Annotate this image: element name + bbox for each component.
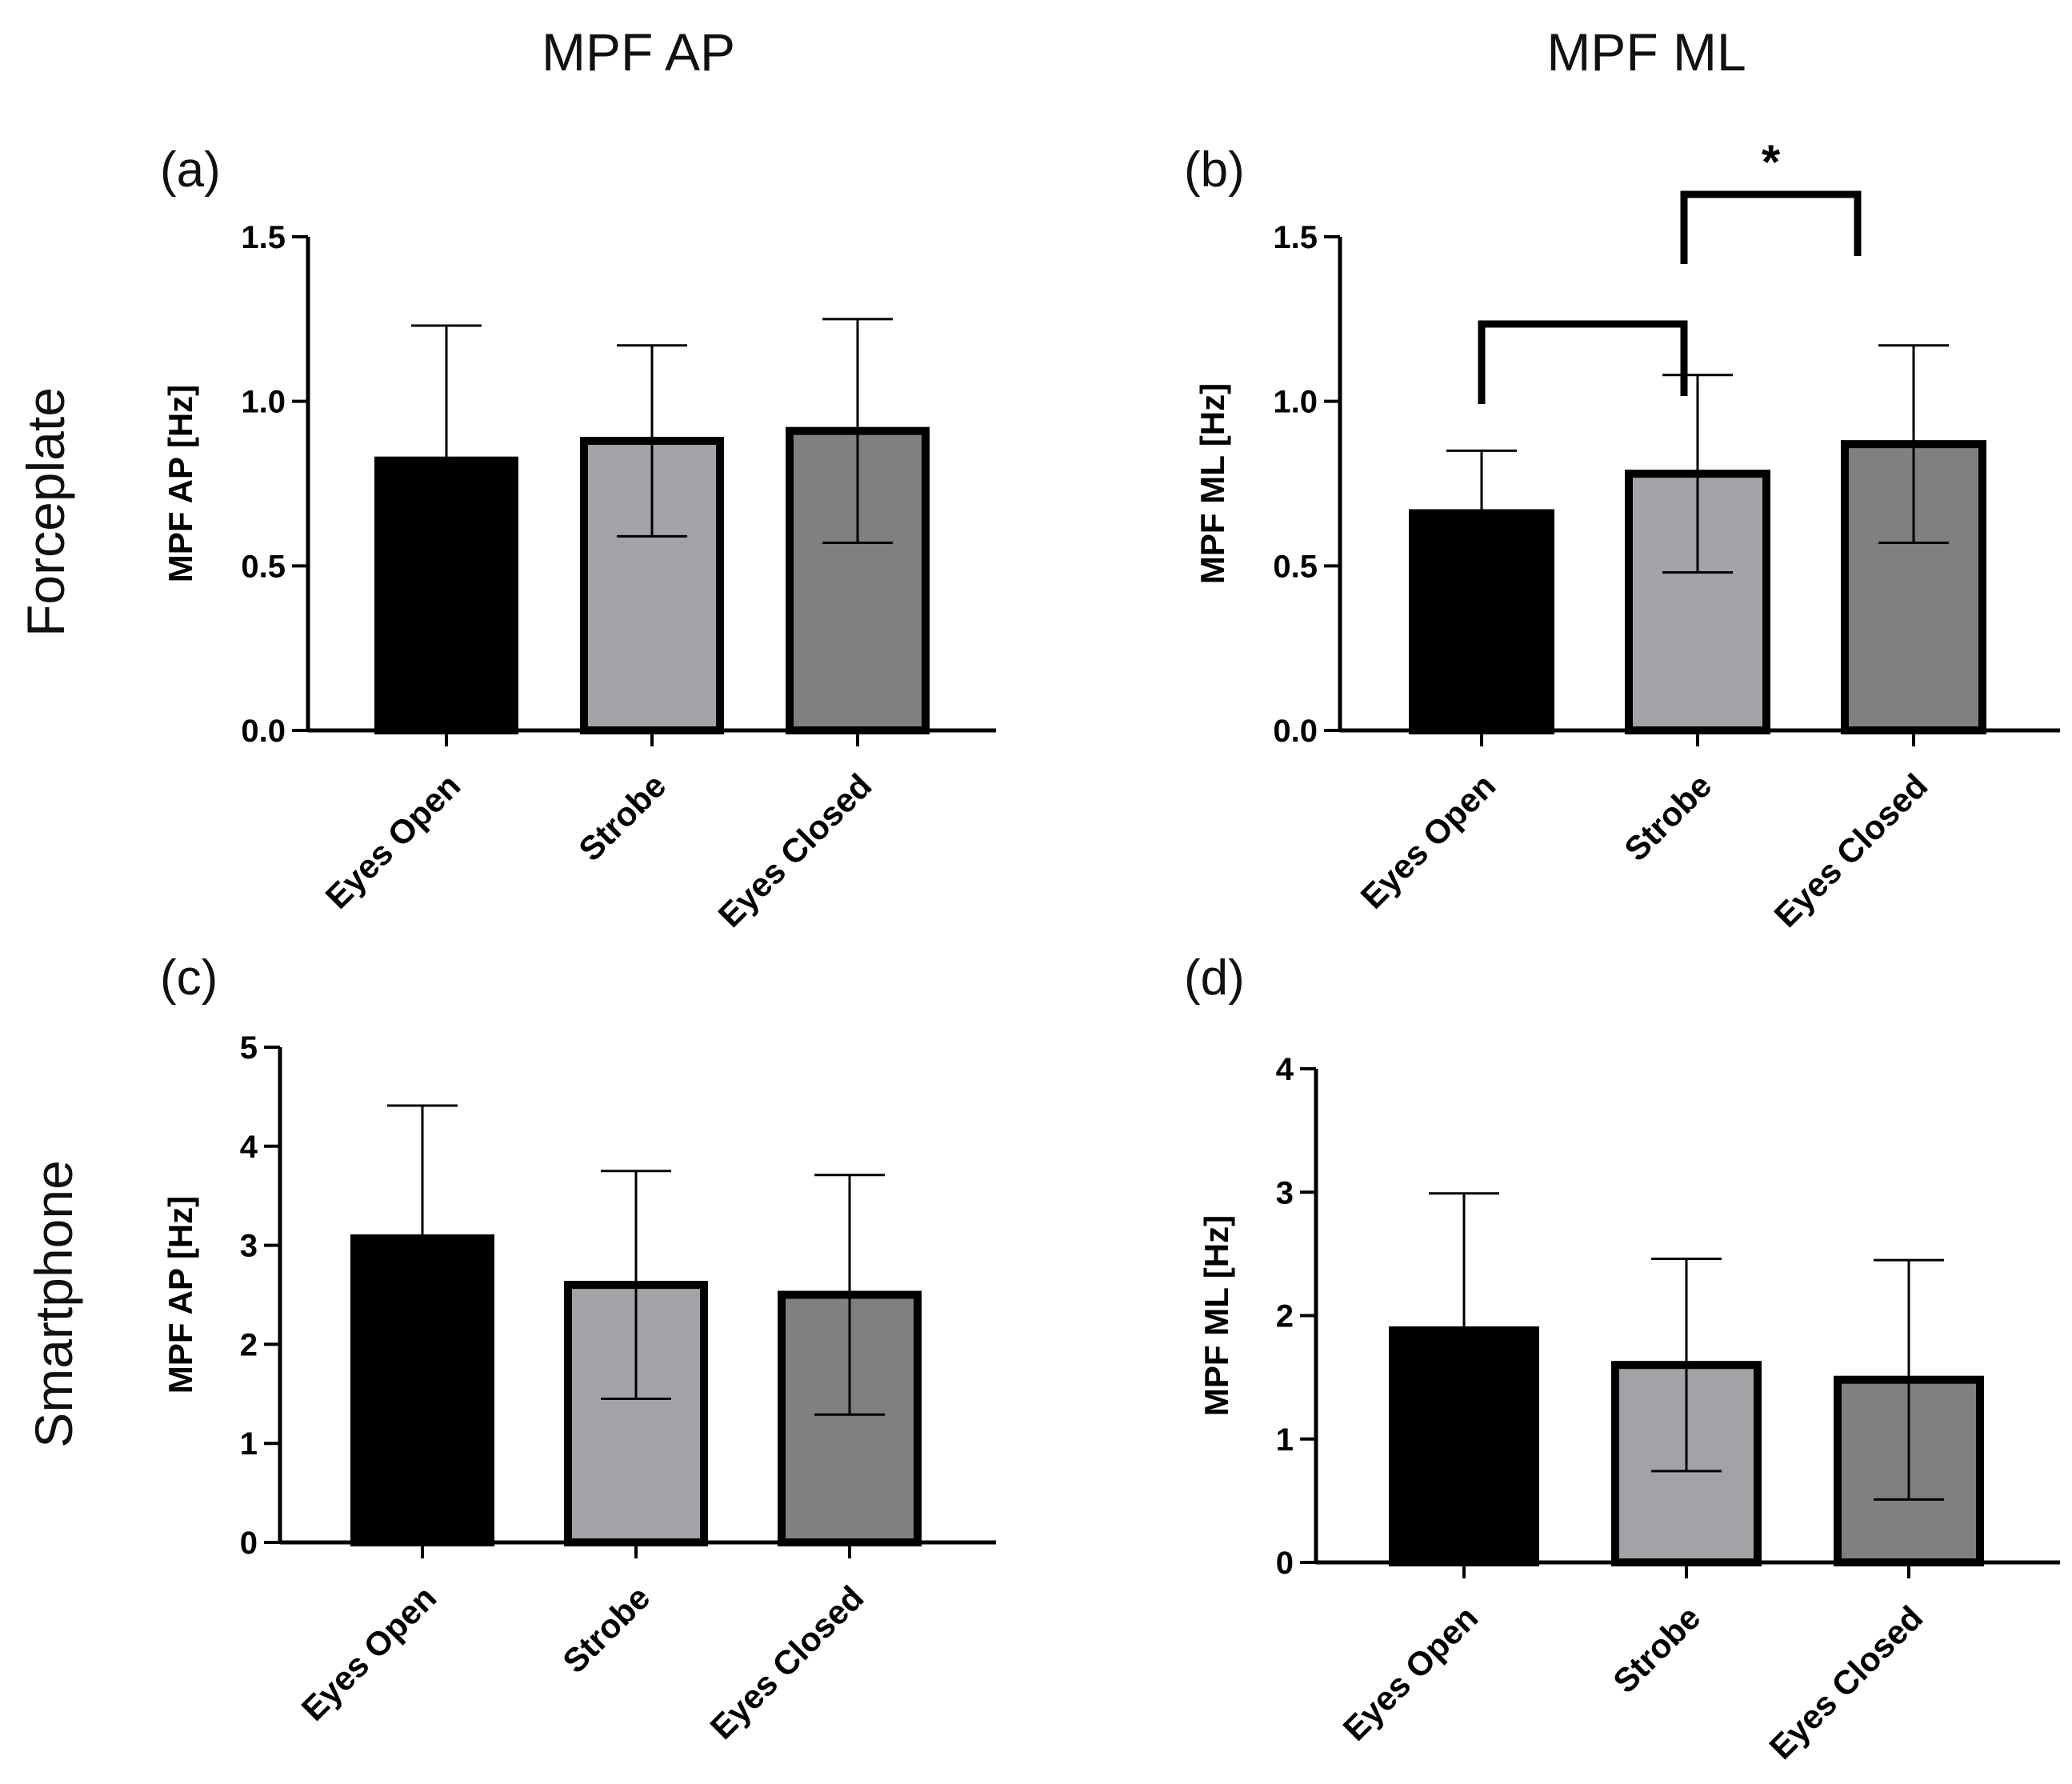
y-tick-label-a-3: 1.5 (241, 220, 286, 255)
x-tick-label-b-eyes-closed: Eyes Closed (1766, 766, 1934, 934)
y-tick-label-d-2: 2 (1276, 1299, 1294, 1334)
panel-label-a: (a) (160, 142, 221, 198)
y-tick-label-c-2: 2 (240, 1327, 258, 1362)
y-tick-label-a-2: 1.0 (241, 385, 286, 420)
panel-a: (a) MPF AP [Hz] Eyes Open Strobe Eyes Closed… (160, 142, 996, 934)
x-tick-label-c-strobe: Strobe (555, 1578, 657, 1680)
y-tick-label-b-2: 1.0 (1273, 385, 1318, 420)
y-tick-label-c-5: 5 (240, 1030, 258, 1066)
y-tick-label-d-0: 0 (1276, 1546, 1294, 1581)
significance-bracket-b-0 (1478, 320, 1688, 404)
panel-d: (d) MPF ML [Hz] Eyes Open Strobe Eyes Closed… (1184, 950, 2060, 1766)
y-tick-label-b-3: 1.5 (1273, 220, 1318, 255)
row-title-smartphone: Smartphone (24, 1160, 83, 1448)
y-tick-label-c-3: 3 (240, 1229, 258, 1264)
x-tick-label-d-eyes-open: Eyes Open (1336, 1598, 1486, 1748)
y-tick-label-c-0: 0 (240, 1526, 258, 1561)
y-axis-title-c: MPF AP [Hz] (162, 1196, 199, 1394)
y-tick-label-d-4: 4 (1276, 1052, 1294, 1087)
y-tick-label-a-1: 0.5 (241, 549, 286, 584)
panel-label-d: (d) (1184, 950, 1245, 1006)
y-tick-label-b-0: 0.0 (1273, 714, 1318, 749)
y-axis-title-d: MPF ML [Hz] (1198, 1215, 1235, 1416)
significance-label-b-1: * (1762, 135, 1781, 189)
x-tick-label-a-strobe: Strobe (571, 766, 673, 868)
x-tick-label-b-eyes-open: Eyes Open (1354, 766, 1503, 916)
y-axis-title-a: MPF AP [Hz] (162, 385, 199, 582)
y-tick-label-c-4: 4 (240, 1130, 258, 1165)
significance-bracket-b-1 (1680, 190, 1862, 264)
panel-label-c: (c) (160, 950, 218, 1006)
panel-b: (b) MPF ML [Hz] Eyes Open Strobe Eyes Closed… (1184, 135, 2060, 934)
x-tick-label-c-eyes-closed: Eyes Closed (702, 1578, 870, 1746)
column-title-ml: MPF ML (1546, 22, 1746, 82)
x-tick-label-d-strobe: Strobe (1606, 1598, 1707, 1700)
column-title-ap: MPF AP (542, 22, 735, 82)
row-title-forceplate: Forceplate (16, 387, 75, 637)
x-tick-label-c-eyes-open: Eyes Open (294, 1578, 444, 1728)
y-tick-label-b-1: 0.5 (1273, 549, 1318, 584)
y-tick-label-d-3: 3 (1276, 1175, 1294, 1210)
y-tick-label-a-0: 0.0 (241, 714, 286, 749)
x-tick-label-b-strobe: Strobe (1617, 766, 1718, 868)
x-tick-label-a-eyes-closed: Eyes Closed (710, 766, 878, 934)
y-tick-label-d-1: 1 (1276, 1422, 1294, 1458)
y-tick-label-c-1: 1 (240, 1426, 258, 1462)
x-tick-label-a-eyes-open: Eyes Open (318, 766, 468, 916)
x-tick-label-d-eyes-closed: Eyes Closed (1762, 1598, 1930, 1766)
panel-label-b: (b) (1184, 142, 1245, 198)
y-axis-title-b: MPF ML [Hz] (1194, 383, 1231, 584)
panel-c: (c) MPF AP [Hz] Eyes Open Strobe Eyes Closed… (160, 950, 996, 1746)
